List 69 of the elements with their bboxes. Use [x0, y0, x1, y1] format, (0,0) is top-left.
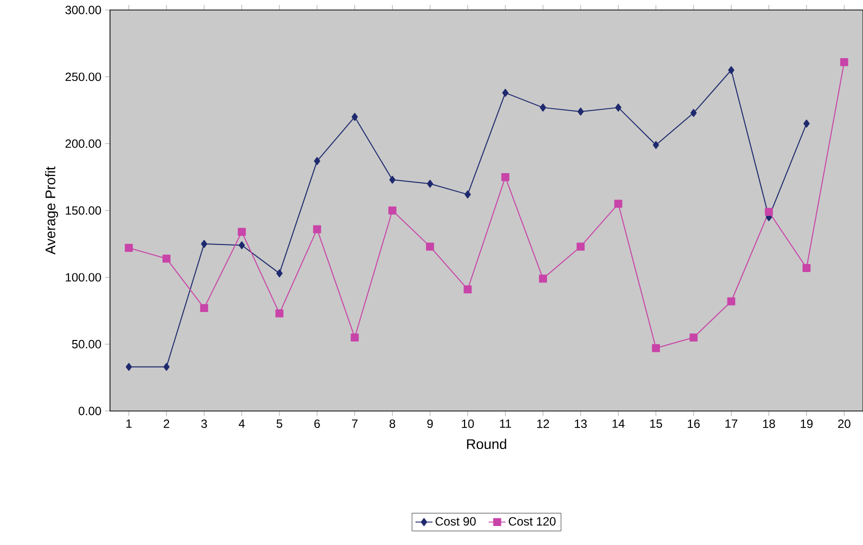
point: [614, 200, 622, 208]
y-tick-label: 0.00: [78, 406, 102, 416]
point: [652, 140, 660, 149]
point: [163, 362, 170, 371]
x-tick-label: 4: [238, 420, 245, 428]
x-tick-label: 19: [800, 420, 813, 428]
x-tick-label: 16: [688, 420, 700, 428]
point: [126, 362, 132, 371]
point: [426, 242, 434, 251]
point: [840, 58, 848, 66]
point: [464, 190, 471, 198]
point: [764, 208, 773, 216]
x-tick-label: 6: [314, 420, 320, 428]
point: [201, 240, 208, 248]
y-tick-label: 200.00: [66, 139, 102, 148]
point: [464, 285, 472, 294]
y-tick-label: 50.00: [72, 340, 102, 348]
y-tick-label: 100.00: [66, 273, 102, 282]
x-tick-label: 7: [352, 420, 358, 428]
point: [538, 274, 547, 283]
x-tick-label: 15: [650, 420, 662, 428]
legend-label: Cost 120: [508, 517, 556, 526]
x-tick-label: 3: [201, 420, 207, 428]
point: [350, 333, 359, 342]
x-tick-label: 10: [462, 420, 474, 428]
point: [389, 176, 396, 184]
point: [578, 108, 584, 116]
point: [540, 104, 546, 112]
x-axis-title: Round: [467, 438, 506, 450]
point: [803, 120, 810, 128]
point: [314, 157, 320, 166]
point: [276, 269, 283, 278]
y-tick-label: 250.00: [66, 72, 102, 82]
point: [690, 108, 697, 117]
point: [727, 297, 736, 306]
x-tick-label: 8: [390, 420, 396, 428]
point: [275, 309, 284, 318]
x-tick-label: 9: [427, 420, 433, 428]
y-tick-label: 300.00: [65, 6, 102, 14]
x-tick-label: 11: [500, 420, 511, 428]
point: [802, 264, 811, 272]
x-tick-label: 14: [612, 420, 625, 428]
point: [352, 112, 358, 121]
point: [615, 104, 622, 112]
x-tick-label: 20: [838, 420, 850, 428]
point: [502, 88, 508, 97]
point: [728, 66, 734, 74]
legend-label: Cost 90: [436, 517, 476, 526]
x-tick-label: 1: [126, 420, 132, 428]
point: [690, 333, 698, 342]
x-tick-label: 2: [164, 420, 170, 428]
point: [238, 228, 246, 236]
point: [388, 206, 396, 214]
point: [200, 304, 208, 312]
point: [162, 254, 170, 263]
point: [124, 244, 133, 252]
y-axis-title: Average Profit: [45, 166, 58, 255]
x-tick-label: 13: [574, 420, 587, 428]
point: [501, 173, 510, 182]
point: [238, 241, 245, 250]
point: [576, 242, 585, 251]
y-tick-label: 150.00: [66, 206, 102, 215]
point: [426, 180, 434, 188]
x-tick-label: 18: [763, 420, 776, 428]
x-tick-label: 12: [537, 420, 550, 428]
x-tick-label: 17: [725, 420, 738, 428]
point: [652, 344, 660, 352]
x-tick-label: 5: [276, 420, 282, 428]
point: [313, 225, 322, 234]
